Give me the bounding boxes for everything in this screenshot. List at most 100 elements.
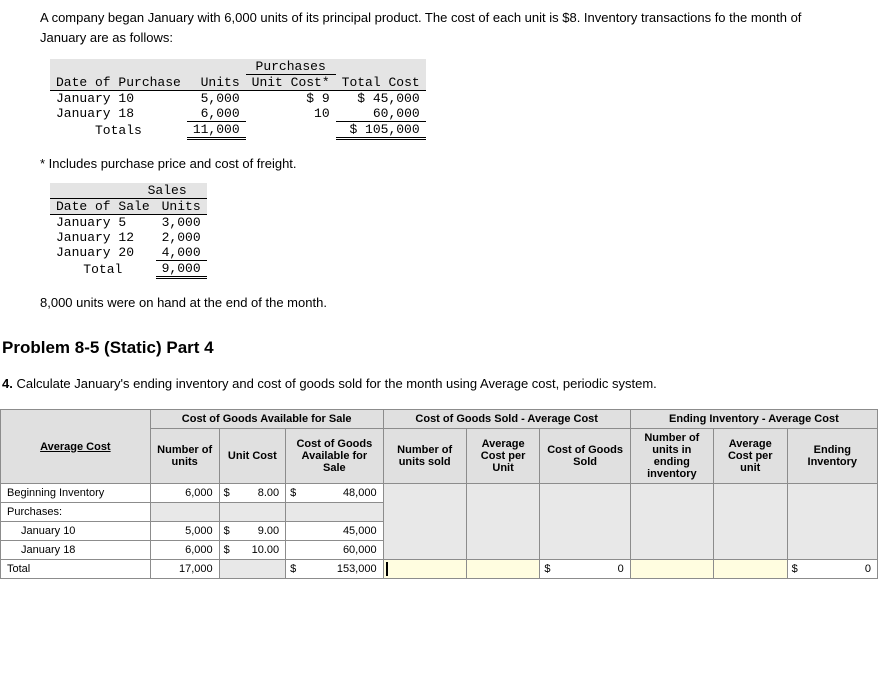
dollar-prefix: $	[787, 560, 801, 579]
disabled-cell	[713, 484, 787, 560]
problem-title: Problem 8-5 (Static) Part 4	[0, 326, 878, 376]
cell-units: 5,000	[187, 91, 246, 107]
col-date: Date of Purchase	[50, 75, 187, 91]
dollar-prefix	[286, 522, 300, 541]
dollar-prefix: $	[540, 560, 554, 579]
cell-date: January 10	[50, 91, 187, 107]
totals-units: 11,000	[187, 122, 246, 139]
row-label[interactable]: January 10	[1, 522, 151, 541]
col-avg-cost-unit: Average Cost per Unit	[466, 429, 540, 484]
cell-total: $ 45,000	[336, 91, 426, 107]
row-label: Purchases:	[1, 503, 151, 522]
instruction: 4. Calculate January's ending inventory …	[0, 376, 878, 409]
total-cost-cell: 48,000	[300, 484, 383, 503]
table-row-total: Total 17,000 $ 153,000 $ 0 $ 0	[1, 560, 878, 579]
col-units-ending: Number of units in ending inventory	[630, 429, 713, 484]
disabled-cell	[466, 484, 540, 560]
total-label: Total	[50, 261, 156, 278]
cell-units: 6,000	[187, 106, 246, 122]
cell-units: 2,000	[156, 230, 207, 245]
sale-row: January 12 2,000	[50, 230, 207, 245]
instruction-number: 4.	[2, 376, 13, 391]
on-hand-text: 8,000 units were on hand at the end of t…	[0, 289, 878, 326]
disabled-cell	[540, 484, 630, 560]
total-units: 17,000	[150, 560, 219, 579]
grand-total: 153,000	[300, 560, 383, 579]
cell-units: 4,000	[156, 245, 207, 261]
unit-cost-input[interactable]: 9.00	[233, 522, 285, 541]
intro-text: A company began January with 6,000 units…	[0, 0, 878, 59]
cell-unitcost: 10	[246, 106, 336, 122]
disabled-cell	[219, 503, 286, 522]
purchase-row: January 18 6,000 10 60,000	[50, 106, 426, 122]
cell-date: January 20	[50, 245, 156, 261]
col-goods-available: Cost of Goods Available for Sale	[286, 429, 383, 484]
totals-total: $ 105,000	[336, 122, 426, 139]
col-units: Units	[187, 75, 246, 91]
sale-row: January 20 4,000	[50, 245, 207, 261]
unit-cost-input[interactable]: 8.00	[233, 484, 285, 503]
group-header-ending: Ending Inventory - Average Cost	[630, 410, 877, 429]
purchase-row: January 10 5,000 $ 9 $ 45,000	[50, 91, 426, 107]
unit-cost-input[interactable]: 10.00	[233, 541, 285, 560]
disabled-cell	[150, 503, 219, 522]
cell-date: January 5	[50, 215, 156, 231]
col-sale-date: Date of Sale	[50, 199, 156, 215]
col-avg-cost-unit-2: Average Cost per unit	[713, 429, 787, 484]
purchases-title: Purchases	[246, 59, 336, 75]
sale-row: January 5 3,000	[50, 215, 207, 231]
disabled-cell	[286, 503, 383, 522]
col-units-sold: Number of units sold	[383, 429, 466, 484]
disabled-cell	[383, 484, 466, 560]
units-input[interactable]: 5,000	[150, 522, 219, 541]
purchase-totals-row: Totals 11,000 $ 105,000	[50, 122, 426, 139]
col-cogs: Cost of Goods Sold	[540, 429, 630, 484]
dollar-prefix: $	[219, 522, 233, 541]
units-sold-input[interactable]	[383, 560, 466, 579]
totals-label: Totals	[50, 122, 187, 139]
dollar-prefix: $	[219, 541, 233, 560]
col-ending-inv: Ending Inventory	[787, 429, 877, 484]
cell-unitcost: $ 9	[246, 91, 336, 107]
col-unit-cost: Unit Cost	[219, 429, 286, 484]
cogs-total: 0	[554, 560, 630, 579]
dollar-prefix: $	[286, 560, 300, 579]
dollar-prefix: $	[219, 484, 233, 503]
total-cost-cell: 60,000	[300, 541, 383, 560]
group-header-cogs: Cost of Goods Sold - Average Cost	[383, 410, 630, 429]
cell-total: 60,000	[336, 106, 426, 122]
table-row: Beginning Inventory 6,000 $ 8.00 $ 48,00…	[1, 484, 878, 503]
disabled-cell	[630, 484, 713, 560]
row-label[interactable]: January 18	[1, 541, 151, 560]
instruction-text: Calculate January's ending inventory and…	[16, 376, 656, 391]
dollar-prefix: $	[286, 484, 300, 503]
total-cost-cell: 45,000	[300, 522, 383, 541]
avg-cost-ending-input[interactable]	[713, 560, 787, 579]
disabled-cell	[219, 560, 286, 579]
purchases-table: Purchases Date of Purchase Units Unit Co…	[0, 59, 878, 140]
group-header-available: Cost of Goods Available for Sale	[150, 410, 383, 429]
footnote: * Includes purchase price and cost of fr…	[0, 150, 878, 183]
units-input[interactable]: 6,000	[150, 541, 219, 560]
avg-cost-input[interactable]	[466, 560, 540, 579]
disabled-cell	[787, 484, 877, 560]
row-header-avg-cost: Average Cost	[1, 410, 151, 484]
ending-inv-total: 0	[801, 560, 877, 579]
col-totalcost: Total Cost	[336, 75, 426, 91]
row-label[interactable]: Beginning Inventory	[1, 484, 151, 503]
text-caret	[386, 562, 388, 576]
cell-date: January 12	[50, 230, 156, 245]
total-units: 9,000	[156, 261, 207, 278]
col-number-units: Number of units	[150, 429, 219, 484]
row-label: Total	[1, 560, 151, 579]
dollar-prefix	[286, 541, 300, 560]
sales-title: Sales	[50, 183, 207, 199]
units-ending-input[interactable]	[630, 560, 713, 579]
answer-table: Average Cost Cost of Goods Available for…	[0, 409, 878, 579]
col-sale-units: Units	[156, 199, 207, 215]
col-unitcost: Unit Cost*	[246, 75, 336, 91]
units-input[interactable]: 6,000	[150, 484, 219, 503]
cell-date: January 18	[50, 106, 187, 122]
sale-total-row: Total 9,000	[50, 261, 207, 278]
cell-units: 3,000	[156, 215, 207, 231]
